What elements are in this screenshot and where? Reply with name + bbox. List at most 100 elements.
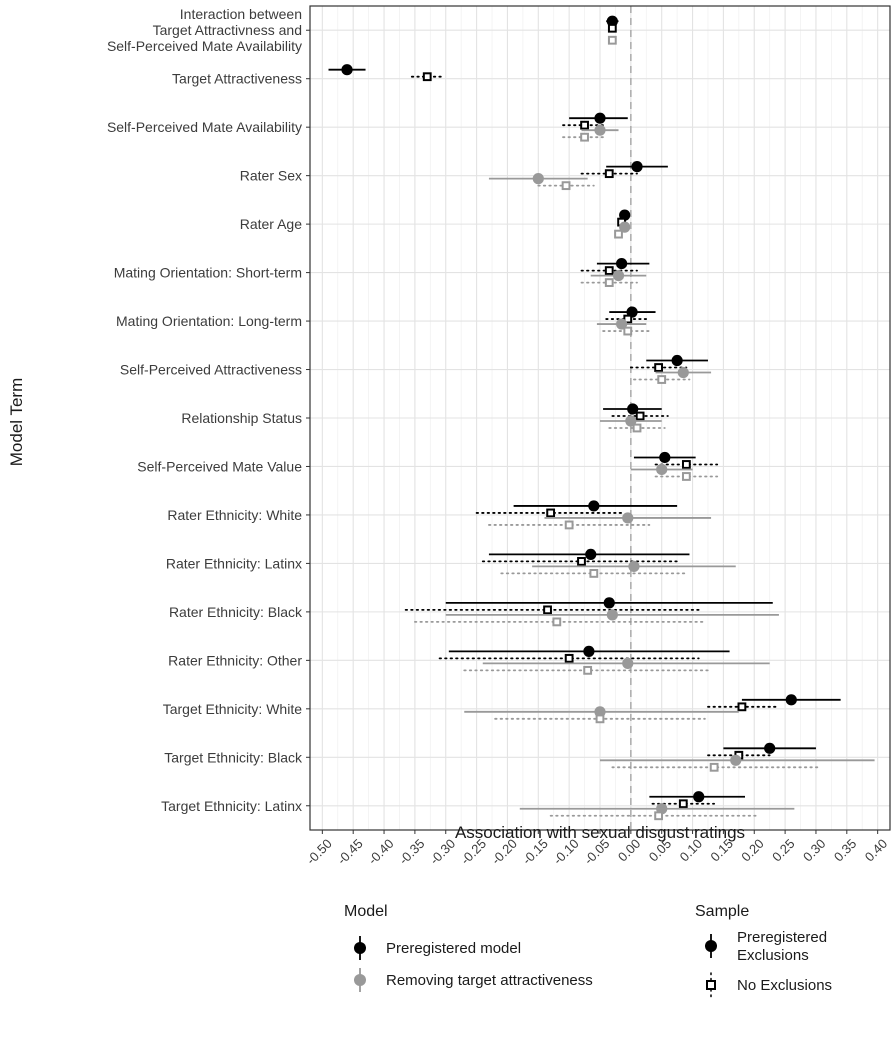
- x-tick-label: -0.35: [396, 836, 428, 868]
- point-estimate: [546, 508, 556, 518]
- point-estimate: [659, 451, 671, 464]
- term-label: Self-Perceived Mate Value: [137, 458, 302, 474]
- x-tick-label: 0.30: [800, 836, 829, 865]
- point-estimate: [623, 314, 633, 324]
- point-estimate: [603, 597, 615, 609]
- term-label: Target Ethnicity: Latinx: [161, 798, 302, 814]
- point-estimate: [622, 657, 634, 669]
- term-label: Interaction between: [180, 6, 302, 22]
- x-tick-label: -0.50: [303, 836, 335, 868]
- x-tick-label: 0.35: [831, 836, 860, 865]
- point-estimate: [594, 124, 606, 136]
- x-axis-title: Association with sexual disgust ratings: [455, 823, 745, 842]
- point-estimate: [589, 569, 599, 578]
- point-estimate: [580, 132, 589, 142]
- term-label: Rater Ethnicity: Other: [168, 652, 302, 668]
- point-estimate: [737, 702, 747, 712]
- point-estimate: [604, 266, 614, 275]
- point-estimate: [583, 665, 593, 675]
- legend-model-key-point: [354, 942, 366, 954]
- x-tick-label: -0.30: [427, 836, 459, 868]
- point-estimate: [622, 512, 634, 524]
- point-estimate: [627, 403, 639, 415]
- legend-sample-key-point: [706, 980, 716, 990]
- term-label: Mating Orientation: Long-term: [116, 313, 302, 329]
- point-estimate: [588, 500, 600, 512]
- legend-sample-label: No Exclusions: [737, 977, 832, 994]
- legend-model-label: Preregistered model: [386, 940, 521, 957]
- point-estimate: [612, 269, 625, 282]
- point-estimate: [580, 120, 589, 130]
- point-estimate: [677, 366, 689, 379]
- point-estimate: [615, 257, 628, 270]
- point-estimate: [607, 35, 617, 45]
- term-label: Rater Ethnicity: White: [167, 507, 302, 523]
- x-tick-label: 0.25: [769, 836, 798, 865]
- point-estimate: [607, 23, 617, 33]
- series-removing-target-attractiveness-no-excl: [413, 35, 820, 821]
- point-estimate: [564, 520, 574, 530]
- point-estimate: [623, 326, 633, 336]
- series-removing-target-attractiveness-prereg-excl: [445, 124, 875, 815]
- legend-sample-key-point: [705, 940, 717, 952]
- point-estimate: [785, 694, 797, 706]
- term-label: Relationship Status: [181, 410, 302, 426]
- term-label: Target Ethnicity: White: [163, 701, 302, 717]
- x-tick-label: 0.40: [862, 836, 891, 865]
- legend-model-key-point: [354, 974, 366, 986]
- term-label: Self-Perceived Attractiveness: [120, 362, 302, 378]
- point-estimate: [564, 653, 574, 663]
- point-estimate: [681, 472, 691, 481]
- legend-model-title: Model: [344, 903, 388, 920]
- point-estimate: [543, 605, 552, 615]
- point-estimate: [631, 161, 643, 173]
- point-estimate: [422, 72, 432, 82]
- point-estimate: [561, 181, 571, 191]
- term-label: Target Attractiveness: [172, 71, 302, 87]
- point-estimate: [604, 169, 614, 179]
- term-label: Mating Orientation: Short-term: [114, 265, 302, 281]
- term-label: Rater Age: [240, 216, 302, 232]
- legend-sample-label: Preregistered: [737, 929, 827, 946]
- point-estimate: [635, 411, 645, 421]
- point-estimate: [709, 762, 719, 772]
- legend: Preregistered model Removing target attra…: [354, 929, 832, 998]
- legend-sample-label: Exclusions: [737, 947, 809, 964]
- x-tick-label: -0.40: [365, 836, 397, 868]
- point-estimate: [341, 64, 353, 76]
- point-estimate: [606, 609, 618, 621]
- point-estimate: [577, 557, 586, 566]
- point-estimate: [595, 714, 605, 724]
- series-layer: [328, 15, 875, 821]
- term-label: Self-Perceived Mate Availability: [107, 119, 302, 135]
- point-estimate: [654, 811, 664, 821]
- point-estimate: [657, 375, 667, 384]
- term-label: Target Attractivness and: [153, 22, 302, 38]
- point-estimate: [656, 463, 668, 476]
- point-estimate: [632, 423, 642, 433]
- legend-model-label: Removing target attractiveness: [386, 972, 593, 989]
- point-estimate: [681, 460, 691, 469]
- point-estimate: [585, 548, 597, 561]
- point-estimate: [604, 278, 614, 287]
- gridlines: [310, 6, 890, 830]
- point-estimate: [552, 617, 562, 627]
- point-estimate: [678, 799, 688, 809]
- term-label: Rater Ethnicity: Latinx: [166, 555, 302, 571]
- legend-sample-title: Sample: [695, 903, 749, 920]
- point-estimate: [594, 112, 606, 124]
- term-label: Rater Ethnicity: Black: [169, 604, 303, 620]
- term-label: Self-Perceived Mate Availability: [107, 38, 302, 54]
- point-estimate: [693, 791, 705, 803]
- point-estimate: [614, 229, 623, 239]
- term-label: Rater Sex: [240, 168, 302, 184]
- point-estimate: [583, 645, 595, 657]
- x-tick-label: -0.45: [334, 836, 366, 868]
- term-label: Target Ethnicity: Black: [164, 749, 303, 765]
- point-estimate: [764, 742, 776, 754]
- point-estimate: [671, 354, 683, 367]
- point-estimate: [532, 173, 544, 185]
- point-estimate: [730, 754, 742, 766]
